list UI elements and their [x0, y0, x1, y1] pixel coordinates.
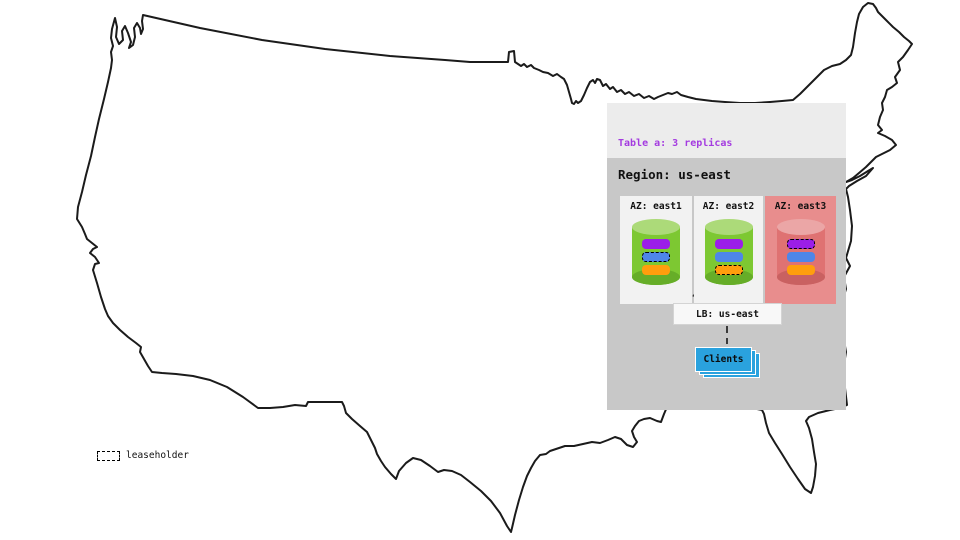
replica-index-a: [786, 252, 815, 262]
replica-table-a-leaseholder: [786, 239, 815, 249]
clients-stack: Clients: [695, 347, 761, 379]
az-label-east3: AZ: east3: [774, 201, 827, 212]
leaseholder-swatch-icon: [97, 450, 120, 461]
clients-box: Clients: [695, 347, 752, 372]
az-box-east1: AZ: east1: [620, 196, 692, 304]
replica-index-a: [714, 252, 743, 262]
legend-item-table-a: Table a: 3 replicas: [618, 138, 733, 149]
region-title: Region: us-east: [618, 167, 731, 182]
load-balancer-label: LB: us-east: [696, 308, 759, 320]
replica-table-a: [714, 239, 743, 249]
az-box-east2: AZ: east2: [694, 196, 763, 304]
replica-table-b: [642, 265, 670, 275]
load-balancer-box: LB: us-east: [673, 303, 782, 325]
clients-label: Clients: [703, 354, 744, 365]
region-panel: Table a: 3 replicas Index a: 3 replicas …: [607, 103, 846, 410]
az-label-east2: AZ: east2: [702, 201, 755, 212]
replica-table-b: [786, 265, 815, 275]
az-box-east3: AZ: east3: [765, 196, 836, 304]
replica-index-a-leaseholder: [642, 252, 670, 262]
leaseholder-key: leaseholder: [97, 450, 189, 461]
az-label-east1: AZ: east1: [630, 201, 682, 212]
replica-legend: Table a: 3 replicas Index a: 3 replicas …: [607, 103, 846, 230]
replica-table-a: [642, 239, 670, 249]
replica-table-b-leaseholder: [714, 265, 743, 275]
leaseholder-key-label: leaseholder: [126, 450, 189, 461]
